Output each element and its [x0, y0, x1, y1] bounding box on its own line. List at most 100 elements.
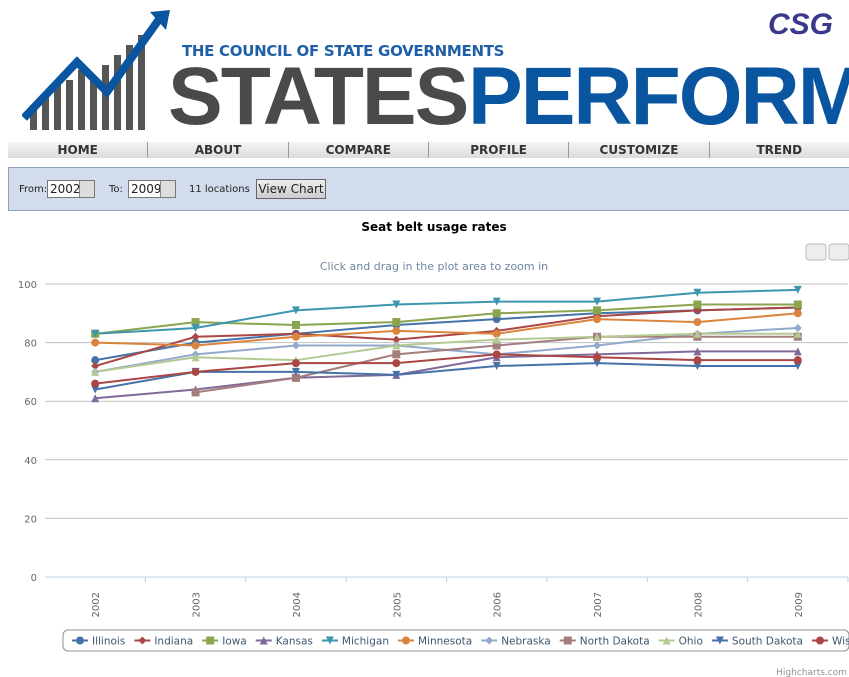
locations-count: 11 locations — [189, 184, 250, 195]
legend-label[interactable]: South Dakota — [732, 636, 803, 648]
y-tick-label: 60 — [24, 397, 37, 408]
marker — [291, 367, 300, 376]
legend-marker — [259, 636, 268, 645]
marker — [492, 362, 501, 371]
marker — [693, 300, 702, 309]
marker — [793, 309, 802, 318]
marker — [91, 329, 100, 338]
marker — [593, 359, 602, 368]
series-line — [95, 362, 798, 391]
marker — [91, 356, 100, 365]
marker — [693, 362, 702, 371]
marker — [492, 350, 501, 359]
marker — [793, 347, 802, 356]
legend-marker — [662, 636, 671, 645]
nav-item[interactable]: HOME — [8, 142, 149, 158]
nav-item[interactable]: COMPARE — [289, 142, 429, 158]
marker — [793, 356, 802, 365]
marker — [91, 379, 100, 388]
x-tick-label: 2003 — [192, 592, 203, 617]
marker — [392, 335, 401, 344]
credit: Highcharts.com — [776, 668, 847, 677]
legend-label[interactable]: Iowa — [222, 636, 247, 648]
series-line — [95, 350, 798, 400]
legend-marker — [138, 636, 147, 645]
y-tick-label: 20 — [24, 514, 37, 525]
legend-marker — [485, 636, 494, 645]
from-select[interactable]: 2002 — [47, 180, 95, 198]
legend-box — [62, 629, 849, 652]
x-tick-label: 2002 — [91, 592, 102, 617]
marker — [593, 297, 602, 306]
nav-item[interactable]: PROFILE — [429, 142, 570, 158]
org-name: THE COUNCIL OF STATE GOVERNMENTS — [182, 42, 505, 60]
marker — [191, 332, 200, 341]
legend-label[interactable]: Kansas — [276, 636, 313, 648]
marker — [593, 315, 602, 324]
export-button[interactable] — [828, 243, 849, 261]
to-select[interactable]: 2009 — [128, 180, 176, 198]
legend-label[interactable]: Minnesota — [418, 636, 472, 648]
legend-marker — [76, 636, 84, 645]
x-tick-label: 2009 — [794, 592, 805, 617]
marker — [793, 300, 802, 309]
series-line — [95, 303, 798, 335]
marker — [693, 356, 702, 365]
marker — [191, 318, 200, 327]
marker — [793, 323, 802, 332]
legend-label[interactable]: Ohio — [679, 636, 703, 648]
legend-marker — [563, 636, 572, 645]
legend-marker — [815, 636, 824, 645]
marker — [392, 359, 401, 368]
marker — [91, 385, 100, 394]
legend-label[interactable]: Indiana — [154, 636, 193, 648]
marker — [392, 350, 401, 359]
marker — [392, 326, 401, 335]
nav-bar: HOME ABOUT COMPARE PROFILE CUSTOMIZE TREND — [8, 142, 849, 158]
chart-title: Seat belt usage rates — [361, 220, 506, 234]
marker — [191, 323, 200, 332]
marker — [593, 341, 602, 350]
y-tick-label: 80 — [24, 339, 37, 350]
marker — [793, 362, 802, 371]
legend-label[interactable]: North Dakota — [580, 636, 650, 648]
legend-marker — [206, 636, 215, 645]
legend-marker — [325, 636, 334, 645]
marker — [793, 329, 802, 338]
marker — [593, 332, 602, 341]
legend-label[interactable]: Wisconsin — [832, 636, 849, 648]
marker — [191, 388, 200, 397]
marker — [91, 362, 100, 371]
marker — [91, 367, 100, 376]
x-tick-label: 2005 — [392, 592, 403, 617]
marker — [392, 300, 401, 309]
y-tick-label: 0 — [31, 573, 37, 584]
marker — [291, 321, 300, 330]
print-button[interactable] — [805, 243, 827, 261]
y-tick-label: 100 — [18, 280, 37, 291]
nav-item[interactable]: CUSTOMIZE — [569, 142, 710, 158]
series-line — [95, 353, 798, 385]
x-tick-label: 2007 — [593, 592, 604, 617]
marker — [693, 329, 702, 338]
to-label: To: — [109, 184, 123, 195]
view-chart-button[interactable]: View Chart — [256, 179, 326, 199]
marker — [693, 318, 702, 327]
marker — [291, 359, 300, 368]
marker — [392, 318, 401, 327]
legend-label[interactable]: Nebraska — [501, 636, 551, 648]
marker — [492, 297, 501, 306]
legend-marker — [401, 636, 410, 645]
legend-label[interactable]: Michigan — [342, 636, 389, 648]
marker — [693, 347, 702, 356]
nav-item[interactable]: ABOUT — [148, 142, 289, 158]
from-label: From: — [19, 184, 48, 195]
marker — [191, 353, 200, 362]
marker — [693, 306, 702, 315]
nav-item[interactable]: TREND — [756, 143, 803, 157]
marker — [291, 341, 300, 350]
legend-label[interactable]: Illinois — [92, 636, 125, 648]
marker — [793, 285, 802, 294]
x-tick-label: 2004 — [292, 592, 303, 617]
